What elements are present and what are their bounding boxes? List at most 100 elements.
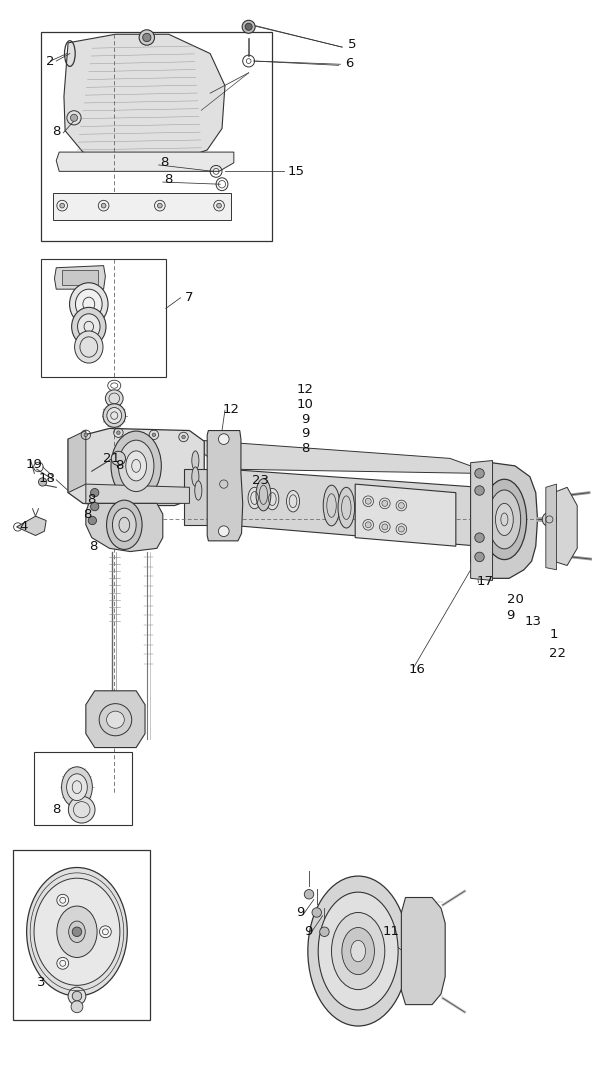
Ellipse shape [248, 487, 261, 509]
Polygon shape [471, 463, 538, 578]
Ellipse shape [34, 878, 120, 985]
Polygon shape [86, 503, 163, 552]
Polygon shape [56, 152, 234, 171]
Ellipse shape [76, 289, 102, 319]
Text: 11: 11 [382, 925, 399, 938]
Ellipse shape [266, 488, 279, 510]
Ellipse shape [195, 481, 202, 500]
Polygon shape [184, 469, 225, 525]
Ellipse shape [118, 440, 154, 492]
Text: 2: 2 [46, 55, 54, 67]
Circle shape [312, 908, 321, 917]
Text: 7: 7 [185, 291, 194, 304]
Ellipse shape [69, 283, 108, 326]
Ellipse shape [323, 485, 340, 526]
Ellipse shape [332, 912, 385, 990]
Text: 13: 13 [525, 615, 541, 628]
Ellipse shape [338, 487, 355, 528]
Circle shape [72, 927, 82, 936]
Circle shape [382, 524, 388, 530]
Ellipse shape [27, 868, 127, 996]
Text: 9: 9 [301, 427, 309, 440]
Circle shape [57, 894, 69, 906]
Circle shape [117, 431, 120, 435]
Polygon shape [17, 516, 46, 536]
Ellipse shape [107, 500, 142, 549]
Circle shape [242, 20, 255, 33]
Circle shape [382, 500, 388, 507]
Circle shape [101, 203, 106, 208]
Text: 17: 17 [477, 575, 494, 588]
Circle shape [84, 433, 88, 437]
Ellipse shape [105, 390, 123, 407]
Bar [13, 850, 150, 1020]
Ellipse shape [350, 940, 365, 962]
Ellipse shape [192, 467, 199, 486]
Ellipse shape [75, 331, 103, 363]
Circle shape [91, 502, 99, 511]
Ellipse shape [112, 509, 136, 542]
Ellipse shape [62, 767, 92, 808]
Text: 21: 21 [103, 452, 120, 465]
Circle shape [218, 434, 229, 444]
Circle shape [217, 203, 221, 208]
Polygon shape [225, 469, 480, 546]
Circle shape [143, 33, 151, 42]
Ellipse shape [342, 927, 374, 975]
Circle shape [71, 1000, 83, 1013]
Circle shape [245, 24, 252, 30]
Ellipse shape [69, 921, 85, 942]
Text: 9: 9 [506, 609, 514, 622]
Ellipse shape [256, 479, 271, 511]
Text: 20: 20 [507, 593, 523, 606]
Text: 19: 19 [26, 458, 43, 471]
Text: 9: 9 [304, 925, 312, 938]
Text: 22: 22 [549, 647, 566, 660]
Ellipse shape [482, 479, 526, 559]
Circle shape [182, 435, 185, 439]
Polygon shape [53, 193, 231, 220]
Ellipse shape [496, 503, 513, 536]
Circle shape [218, 526, 229, 537]
Circle shape [398, 526, 404, 532]
Text: 16: 16 [409, 663, 426, 676]
Circle shape [60, 203, 65, 208]
Polygon shape [355, 484, 456, 546]
Text: 8: 8 [52, 803, 60, 816]
Text: 8: 8 [301, 442, 309, 455]
Circle shape [72, 992, 82, 1000]
Ellipse shape [488, 489, 520, 548]
Circle shape [542, 512, 556, 527]
Ellipse shape [287, 491, 300, 512]
Bar [34, 752, 132, 825]
Polygon shape [68, 428, 204, 506]
Text: 8: 8 [160, 156, 169, 169]
Bar [41, 32, 272, 241]
Circle shape [152, 433, 156, 437]
Text: 8: 8 [83, 508, 92, 521]
Circle shape [88, 516, 96, 525]
Ellipse shape [66, 773, 87, 801]
Circle shape [475, 533, 484, 542]
Text: 1: 1 [549, 628, 558, 640]
Text: 3: 3 [37, 976, 46, 989]
Polygon shape [64, 34, 225, 163]
Ellipse shape [78, 314, 100, 340]
Ellipse shape [68, 797, 95, 823]
Ellipse shape [72, 307, 106, 346]
Ellipse shape [107, 408, 121, 424]
Circle shape [475, 486, 484, 495]
Polygon shape [471, 461, 493, 580]
Text: 18: 18 [39, 472, 56, 485]
Polygon shape [54, 266, 105, 289]
Circle shape [365, 522, 371, 528]
Polygon shape [62, 270, 98, 285]
Polygon shape [401, 897, 445, 1005]
Circle shape [398, 502, 404, 509]
Circle shape [320, 927, 329, 936]
Ellipse shape [126, 451, 146, 481]
Text: 8: 8 [89, 540, 98, 553]
Text: 9: 9 [297, 906, 305, 919]
Text: 4: 4 [20, 521, 28, 533]
Ellipse shape [57, 906, 97, 957]
